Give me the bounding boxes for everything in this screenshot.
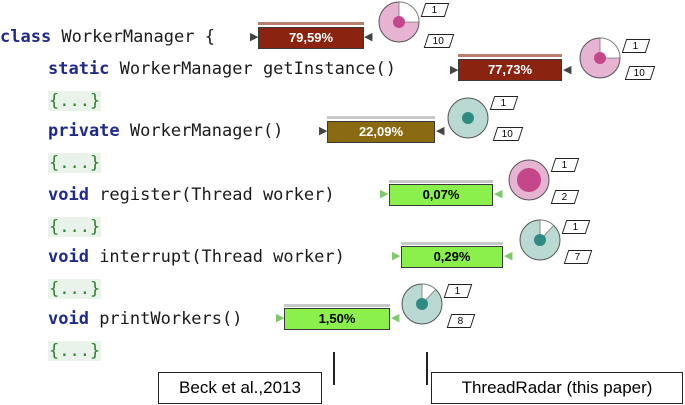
bar-left-arrow-icon: ▶ <box>319 124 328 137</box>
keyword-void: void <box>48 185 89 205</box>
bar-right-arrow-icon: ◀ <box>364 30 373 43</box>
code-line-fold-4[interactable]: {...} <box>48 276 102 302</box>
code-line-interrupt: void interrupt(Thread worker) <box>48 244 345 270</box>
bar-right-arrow-icon: ◀ <box>494 187 503 200</box>
usage-bar-interrupt: 0,29% <box>401 246 503 268</box>
radar-bottom-flag: 7 <box>563 250 593 264</box>
caption-beck-et-al: Beck et al.,2013 <box>158 372 322 404</box>
keyword-static: static <box>48 59 110 79</box>
radar-top-flag: 1 <box>561 220 591 234</box>
bar-right-arrow-icon: ◀ <box>504 249 513 262</box>
radar-core <box>534 234 546 246</box>
bar-left-arrow-icon: ▶ <box>380 187 389 200</box>
keyword-void: void <box>48 247 89 267</box>
radar-core <box>594 52 606 64</box>
bar-right-arrow-icon: ◀ <box>436 124 445 137</box>
radar-top-flag: 1 <box>550 158 580 172</box>
radar-bottom-flag: 10 <box>492 127 524 141</box>
bar-left-arrow-icon: ▶ <box>450 63 459 76</box>
method-signature-interrupt: interrupt(Thread worker) <box>88 247 345 267</box>
thread-radar-constructor <box>447 97 489 139</box>
code-line-fold-2[interactable]: {...} <box>48 150 102 176</box>
method-signature-constructor: WorkerManager() <box>119 121 284 141</box>
radar-top-flag: 1 <box>489 96 519 110</box>
bar-track-3 <box>327 116 435 119</box>
radar-slice <box>421 283 437 306</box>
radar-bottom-flag: 8 <box>446 314 476 328</box>
class-name-text: WorkerManager { <box>51 27 215 47</box>
radar-top-flag: 1 <box>621 39 651 53</box>
radar-core <box>393 16 405 28</box>
radar-slice <box>539 219 555 242</box>
folded-code-block[interactable]: {...} <box>48 153 102 173</box>
code-line-class-declaration: class WorkerManager { <box>0 24 215 50</box>
folded-code-block[interactable]: {...} <box>48 217 102 237</box>
radar-core <box>462 112 474 124</box>
bar-track-6 <box>284 304 390 307</box>
code-line-register: void register(Thread worker) <box>48 182 335 208</box>
radar-core <box>416 298 428 310</box>
usage-bar-register: 0,07% <box>389 184 493 206</box>
bar-track-2 <box>458 54 562 57</box>
bar-track-5 <box>401 242 503 245</box>
usage-bar-get-instance: 77,73% <box>458 59 562 81</box>
radar-top-flag: 1 <box>420 3 450 17</box>
radar-slice <box>599 37 621 59</box>
radar-bottom-flag: 2 <box>550 190 580 204</box>
radar-core <box>517 168 541 192</box>
bar-left-arrow-icon: ▶ <box>276 311 285 324</box>
caption-threadradar: ThreadRadar (this paper) <box>431 372 683 404</box>
radar-bottom-flag: 10 <box>423 34 455 48</box>
usage-bar-constructor: 22,09% <box>327 121 435 143</box>
bar-right-arrow-icon: ◀ <box>391 311 400 324</box>
pointer-line-beck <box>333 352 335 385</box>
thread-radar-class <box>378 1 420 43</box>
bar-left-arrow-icon: ▶ <box>250 30 259 43</box>
bar-track-1 <box>258 22 364 25</box>
folded-code-block[interactable]: {...} <box>48 279 102 299</box>
thread-radar-print-workers <box>401 283 443 325</box>
thread-radar-get-instance <box>579 37 621 79</box>
keyword-private: private <box>48 121 120 141</box>
keyword-class: class <box>0 27 52 47</box>
thread-radar-interrupt <box>519 219 561 261</box>
code-line-fold-5[interactable]: {...} <box>48 338 102 364</box>
folded-code-block[interactable]: {...} <box>48 91 102 111</box>
bar-left-arrow-icon: ▶ <box>392 249 401 262</box>
folded-code-block[interactable]: {...} <box>48 341 102 361</box>
code-line-fold-1[interactable]: {...} <box>48 88 102 114</box>
method-signature-print-workers: printWorkers() <box>88 309 243 329</box>
radar-slice <box>398 1 420 23</box>
radar-bottom-flag: 10 <box>624 66 656 80</box>
method-signature-get-instance: WorkerManager getInstance() <box>109 59 396 79</box>
pointer-line-threadradar <box>426 352 428 385</box>
thread-radar-register <box>508 159 550 201</box>
bar-right-arrow-icon: ◀ <box>563 63 572 76</box>
code-line-constructor: private WorkerManager() <box>48 118 283 144</box>
bar-track-4 <box>389 180 493 183</box>
radar-top-flag: 1 <box>443 284 473 298</box>
code-line-fold-3[interactable]: {...} <box>48 214 102 240</box>
keyword-void: void <box>48 309 89 329</box>
code-line-get-instance: static WorkerManager getInstance() <box>48 56 396 82</box>
code-line-print-workers: void printWorkers() <box>48 306 242 332</box>
usage-bar-print-workers: 1,50% <box>284 308 390 330</box>
usage-bar-class: 79,59% <box>258 27 364 49</box>
method-signature-register: register(Thread worker) <box>88 185 335 205</box>
